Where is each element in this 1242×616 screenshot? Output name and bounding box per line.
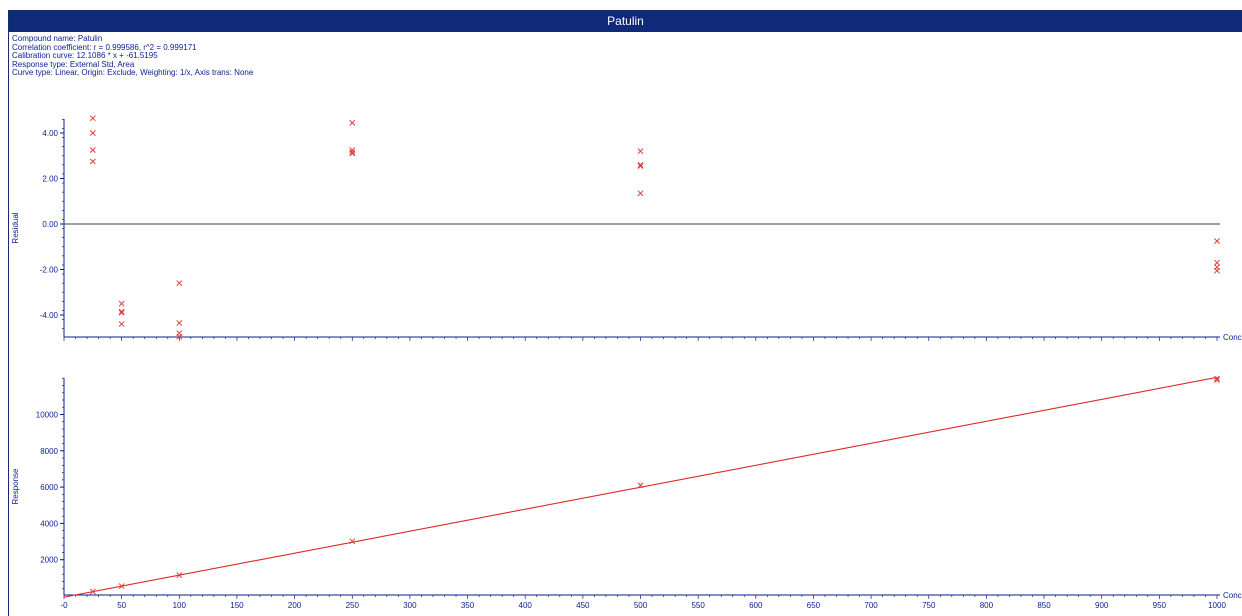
residual-point: [349, 150, 356, 157]
residual-point: [89, 130, 96, 136]
response-x-tick-label: 900: [1095, 601, 1109, 610]
residual-point: [1214, 259, 1220, 266]
residual-point: [176, 280, 183, 287]
response-x-tick-label: 750: [922, 601, 936, 610]
residual-point: [118, 321, 125, 328]
response-point: [118, 583, 125, 590]
residual-point: [637, 148, 644, 155]
residual-point: [637, 161, 644, 168]
response-x-tick-label: 100: [173, 601, 187, 610]
residual-point: [349, 149, 356, 156]
response-x-tick-label: 500: [634, 601, 648, 610]
residual-x-axis-label: Conc: [1223, 333, 1242, 342]
response-x-tick-label: 400: [519, 601, 533, 610]
info-curve-type: Curve type: Linear, Origin: Exclude, Wei…: [12, 68, 254, 78]
response-plot: 10000 8000 6000 4000 2000 -0 50 100 150 200 250 300…: [11, 375, 1242, 610]
window-title: Patulin: [9, 11, 1242, 32]
info-calibration-curve: Calibration curve: 12.1086 * x + -61.519…: [12, 51, 158, 61]
response-x-tick-label: 50: [117, 601, 126, 610]
response-x-tick-label: 150: [230, 601, 244, 610]
response-x-tick-label: 650: [807, 601, 821, 610]
response-y-axis-label: Response: [11, 468, 20, 505]
response-x-tick-label: 1000: [1208, 601, 1226, 610]
residual-point: [349, 119, 356, 126]
residual-y-tick-label: 2.00: [42, 175, 58, 184]
response-x-tick-label: 450: [576, 601, 590, 610]
info-response-type: Response type: External Std, Area: [12, 59, 135, 69]
response-point: [89, 588, 96, 595]
residual-y-tick-label: -2.00: [40, 266, 59, 275]
residual-point: [176, 333, 183, 340]
residual-plot: 4.00 2.00 0.00 -2.00 -4.00 Residual Conc: [11, 115, 1242, 342]
response-x-tick-label: 250: [346, 601, 360, 610]
residual-point: [118, 300, 125, 307]
residual-point: [1214, 267, 1220, 274]
residual-point: [118, 309, 125, 316]
response-x-tick-label: 700: [864, 601, 878, 610]
compound-info: Compound name: Patulin Correlation coeff…: [12, 34, 254, 78]
residual-y-tick-label: 0.00: [42, 220, 58, 229]
residual-point: [637, 163, 644, 169]
residual-y-axis-label: Residual: [11, 212, 20, 243]
response-x-tick-label: 550: [691, 601, 705, 610]
info-correlation: Correlation coefficient: r = 0.999586, r…: [12, 42, 197, 52]
response-x-tick-label: 200: [288, 601, 302, 610]
residual-point: [89, 158, 96, 165]
residual-y-tick-label: 4.00: [42, 129, 58, 138]
response-x-tick-label: 350: [461, 601, 475, 610]
residual-point: [176, 320, 183, 326]
response-x-axis-label: Conc: [1223, 591, 1242, 600]
response-y-tick-label: 10000: [36, 411, 59, 420]
response-point: [349, 538, 356, 545]
response-y-tick-label: 4000: [40, 519, 58, 528]
response-point: [176, 572, 183, 579]
response-point: [637, 482, 644, 489]
info-compound-name: Compound name: Patulin: [12, 34, 103, 43]
response-y-tick-label: 6000: [40, 483, 58, 492]
calibration-fit-line: [63, 376, 1218, 598]
response-point: [1214, 377, 1220, 383]
residual-point: [89, 147, 96, 154]
residual-point: [637, 190, 644, 197]
residual-point: [118, 308, 125, 315]
response-y-tick-label: 8000: [40, 447, 58, 456]
response-x-tick-label: 600: [749, 601, 763, 610]
residual-y-tick-label: -4.00: [40, 311, 59, 320]
response-x-tick-label: 850: [1037, 601, 1051, 610]
response-y-tick-label: 2000: [40, 556, 58, 565]
response-x-tick-label: -0: [60, 601, 68, 610]
residual-point: [1214, 238, 1220, 245]
response-x-tick-label: 950: [1153, 601, 1167, 610]
calibration-window: Patulin Compound name: Patulin Correlati…: [8, 10, 1242, 616]
response-point: [1214, 375, 1220, 382]
residual-point: [89, 115, 96, 122]
response-x-tick-label: 800: [980, 601, 994, 610]
response-x-tick-label: 300: [403, 601, 417, 610]
